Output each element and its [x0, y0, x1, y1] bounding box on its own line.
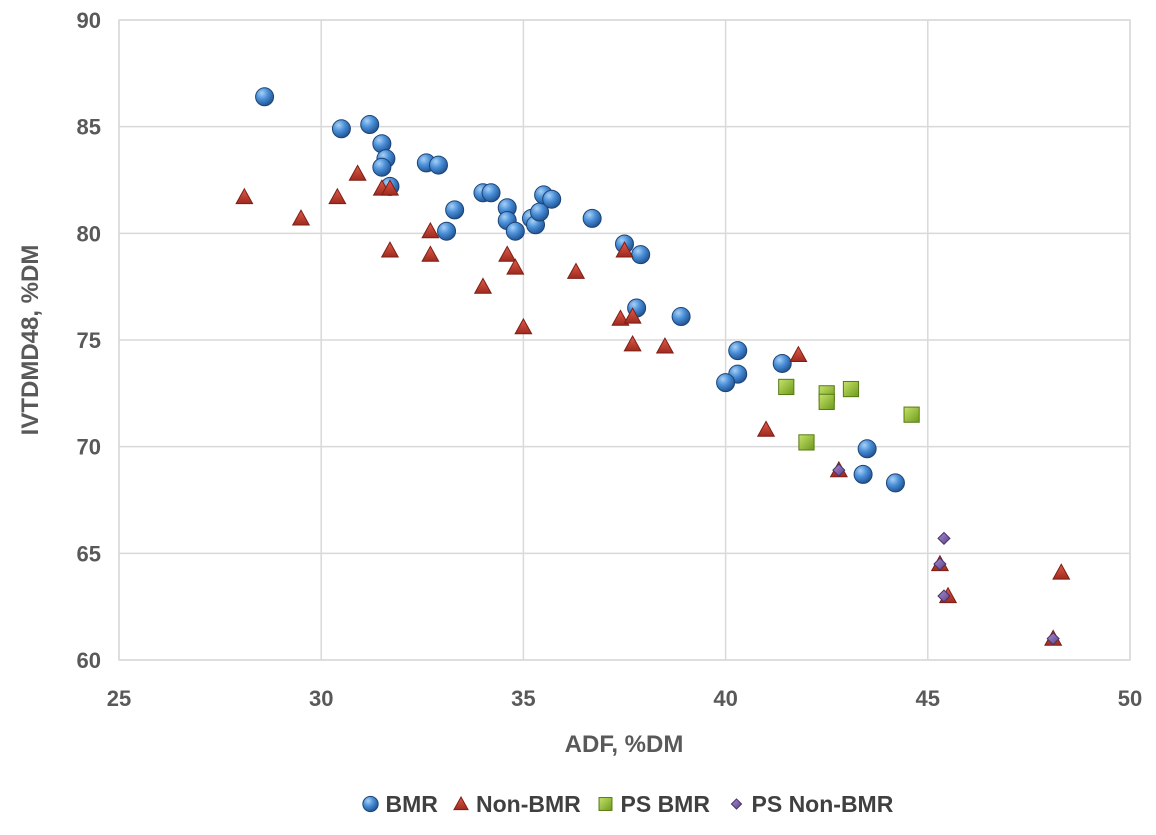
legend-label: PS Non-BMR: [752, 791, 894, 817]
data-point: [421, 245, 440, 262]
data-point: [542, 189, 562, 209]
x-tick-label: 50: [1118, 686, 1142, 711]
x-axis-ticks: 25 30 35 40 45 50: [107, 686, 1142, 711]
data-point: [566, 262, 586, 279]
legend-marker: [362, 795, 379, 813]
data-point: [671, 307, 691, 327]
data-point: [380, 179, 400, 196]
y-tick-label: 75: [77, 328, 101, 353]
data-point: [623, 307, 642, 324]
data-point: [772, 353, 792, 373]
data-point: [728, 341, 748, 361]
data-marks: [235, 87, 1071, 646]
data-point: [437, 221, 457, 241]
legend-label: BMR: [386, 791, 439, 817]
data-point: [818, 393, 835, 410]
data-point: [428, 155, 448, 175]
data-point: [360, 115, 380, 135]
data-point: [380, 241, 400, 258]
legend-item: Non-BMR: [453, 791, 581, 817]
series-ps-non-bmr: [832, 463, 1060, 646]
y-tick-label: 65: [77, 541, 101, 566]
data-point: [481, 183, 501, 203]
data-point: [937, 531, 951, 546]
data-point: [853, 464, 873, 484]
data-point: [716, 373, 736, 393]
legend-marker: [598, 797, 613, 811]
series-bmr: [255, 87, 905, 493]
legend-marker: [730, 798, 743, 810]
data-point: [611, 309, 630, 326]
data-point: [778, 378, 795, 396]
data-point: [756, 420, 776, 437]
legend-label: PS BMR: [621, 791, 711, 817]
data-point: [798, 434, 815, 451]
data-point: [789, 345, 808, 363]
data-point: [842, 380, 860, 398]
data-point: [655, 337, 675, 354]
data-point: [903, 406, 920, 423]
data-point: [615, 241, 634, 258]
legend-marker: [453, 795, 469, 811]
y-tick-label: 60: [77, 648, 101, 673]
y-tick-label: 90: [77, 8, 101, 33]
legend-label: Non-BMR: [476, 791, 581, 817]
data-point: [421, 221, 440, 239]
x-tick-label: 40: [713, 686, 737, 711]
data-point: [372, 157, 392, 177]
x-tick-label: 45: [916, 686, 940, 711]
x-axis-title: ADF, %DM: [565, 731, 684, 758]
data-point: [857, 439, 877, 459]
legend-item: PS BMR: [598, 791, 711, 817]
series-non-bmr: [235, 164, 1071, 646]
data-point: [235, 187, 254, 205]
y-tick-label: 80: [77, 221, 101, 246]
series-ps-bmr: [778, 378, 920, 451]
data-point: [348, 164, 367, 181]
data-point: [631, 245, 651, 265]
y-axis-ticks: 60 65 70 75 80 85 90: [77, 8, 101, 673]
data-point: [505, 221, 525, 241]
x-tick-label: 35: [511, 686, 535, 711]
y-tick-label: 85: [77, 115, 101, 140]
data-point: [933, 557, 947, 571]
data-point: [885, 473, 905, 493]
data-point: [291, 209, 311, 226]
data-point: [832, 463, 846, 477]
y-axis-title: IVTDMD48, %DM: [17, 245, 44, 436]
x-tick-label: 25: [107, 686, 131, 711]
data-point: [506, 258, 525, 275]
legend-item: BMR: [362, 791, 439, 817]
data-point: [1046, 632, 1060, 646]
data-point: [937, 589, 951, 603]
data-point: [473, 277, 493, 294]
data-point: [623, 334, 642, 352]
legend: BMR Non-BMR PS BMR PS Non-BMR: [362, 791, 894, 817]
data-point: [582, 208, 602, 228]
grid-lines: [118, 19, 1131, 661]
data-point: [498, 245, 517, 262]
y-tick-label: 70: [77, 435, 101, 460]
x-tick-label: 30: [309, 686, 333, 711]
data-point: [331, 119, 351, 139]
plot-area-frame: [118, 19, 1131, 661]
legend-item: PS Non-BMR: [730, 791, 894, 817]
data-point: [514, 317, 533, 335]
data-point: [445, 200, 465, 220]
data-point: [1052, 563, 1071, 580]
data-point: [255, 87, 275, 107]
data-point: [328, 187, 347, 205]
